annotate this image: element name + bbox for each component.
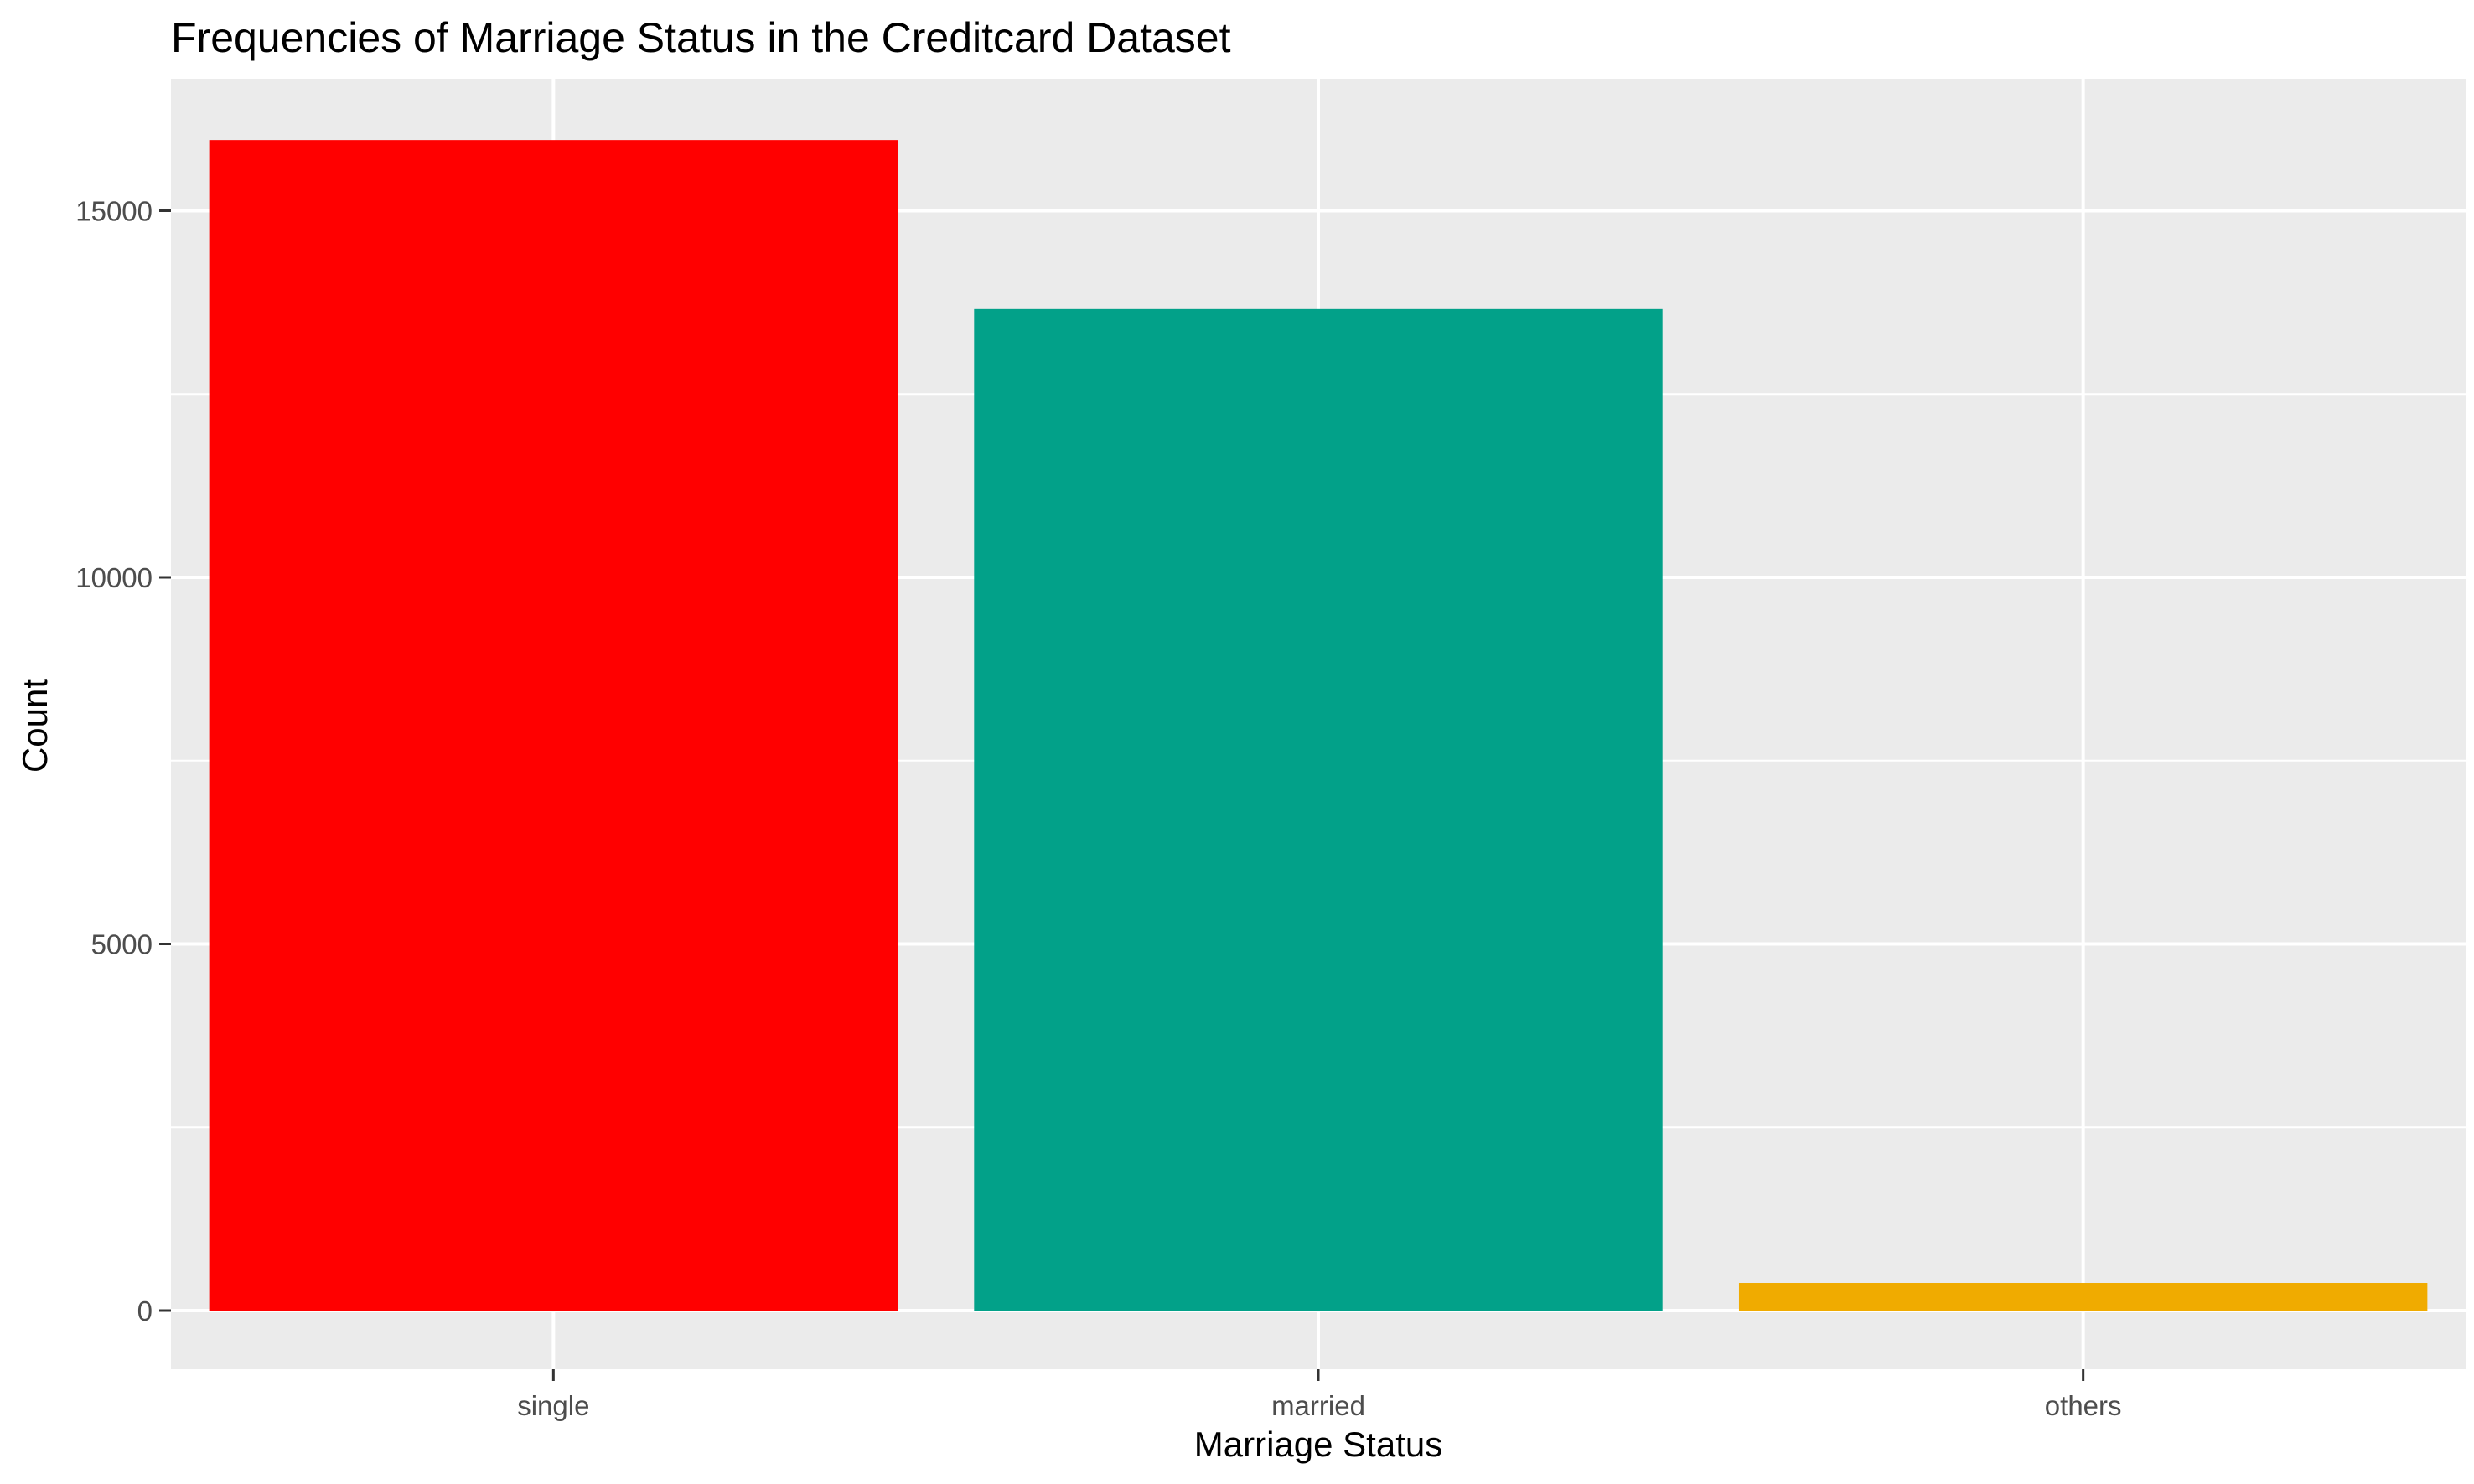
x-tick-label: married (1271, 1390, 1365, 1421)
y-tick-label: 10000 (75, 562, 153, 593)
y-axis-ticks: 0 5000 10000 15000 (75, 196, 171, 1326)
chart-title: Frequencies of Marriage Status in the Cr… (171, 14, 1231, 61)
bars (209, 140, 2428, 1311)
x-tick-label: single (517, 1390, 589, 1421)
y-tick-label: 15000 (75, 196, 153, 227)
bar-married (974, 308, 1663, 1311)
y-tick-label: 0 (137, 1295, 153, 1326)
bar-others (1738, 1283, 2428, 1311)
y-tick-label: 5000 (91, 929, 153, 960)
x-tick-label: others (2045, 1390, 2122, 1421)
x-axis-title: Marriage Status (1194, 1425, 1442, 1464)
y-axis-title: Count (15, 679, 54, 773)
bar-single (209, 140, 898, 1311)
x-axis-ticks: single married others (517, 1369, 2122, 1421)
